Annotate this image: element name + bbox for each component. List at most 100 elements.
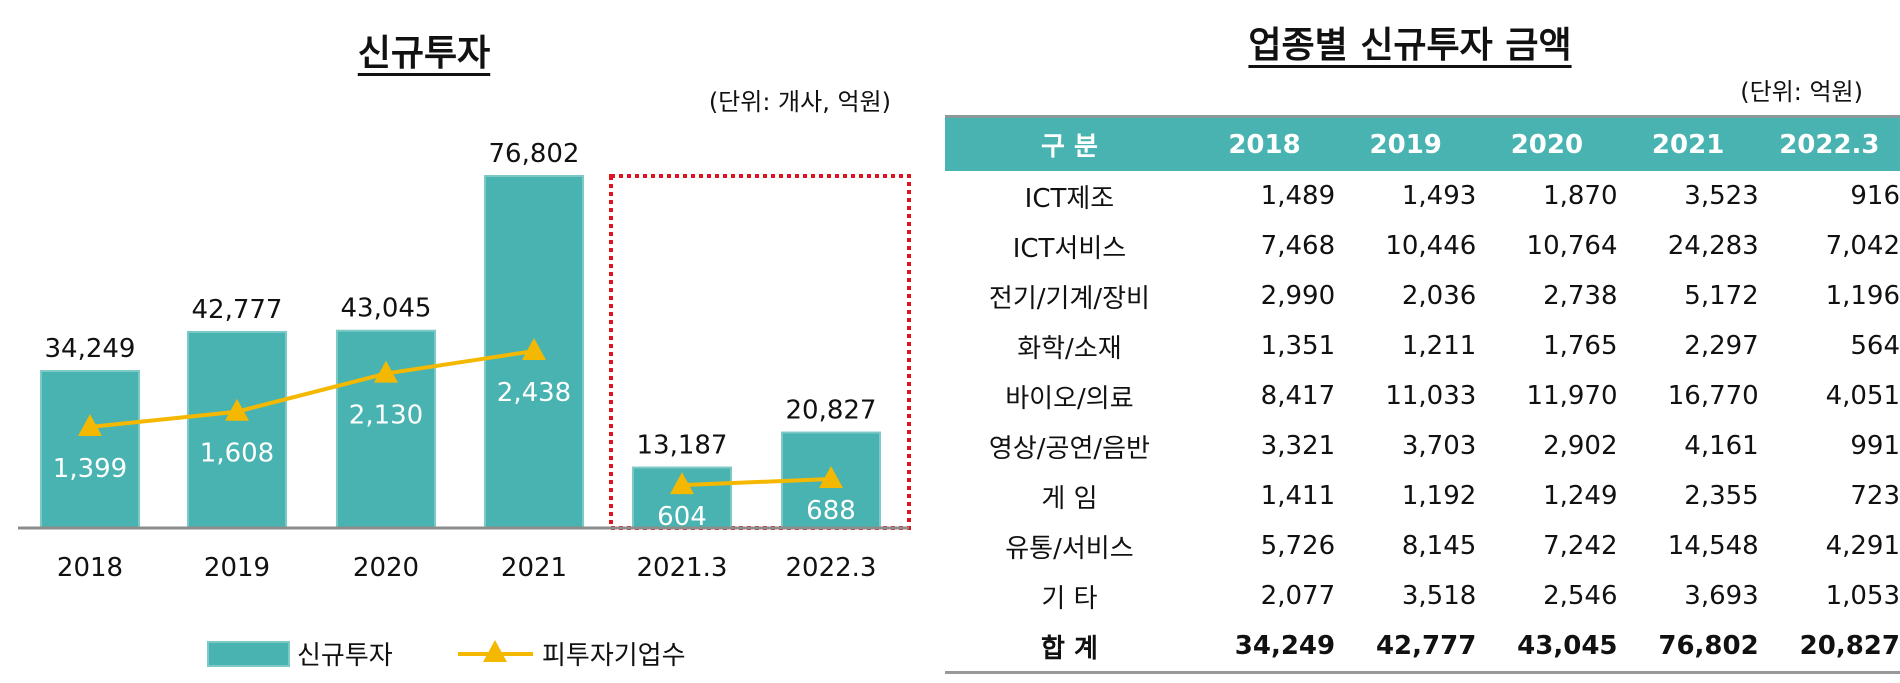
bar-2018 (40, 370, 140, 529)
table-row: 바이오/의료 8,417 11,033 11,970 16,770 4,051 (945, 371, 1900, 421)
row-label: 게 임 (1041, 483, 1098, 514)
cell-value: 3,703 (1401, 431, 1477, 461)
line-segment (385, 349, 535, 376)
legend-triangle-icon (483, 640, 507, 662)
legend-bar-label: 신규투자 (297, 641, 393, 671)
cell-value: 20,827 (1758, 621, 1900, 674)
column-header: 2022.3 (1758, 115, 1900, 171)
row-label: 기 타 (1041, 583, 1098, 614)
highlight-box (609, 174, 911, 530)
x-tick-label: 2019 (204, 553, 270, 583)
cell-value: 916 (1850, 181, 1900, 211)
cell-value: 7,242 (1543, 531, 1618, 561)
table-row: 기 타 2,077 3,518 2,546 3,693 1,053 (945, 571, 1900, 621)
line-segment (89, 409, 238, 429)
cell-value: 8,417 (1260, 381, 1336, 411)
table-title: 업종별 신규투자 금액 (1248, 25, 1572, 66)
bar-value-label: 42,777 (192, 295, 283, 325)
cell-value: 1,196 (1825, 281, 1900, 311)
table-row: ICT서비스 7,468 10,446 10,764 24,283 7,042 (945, 221, 1900, 271)
cell-value: 4,051 (1825, 381, 1900, 411)
row-label: 합 계 (945, 621, 1194, 674)
cell-value: 1,870 (1543, 181, 1618, 211)
line-value-label: 2,438 (497, 378, 571, 408)
cell-value: 7,042 (1825, 231, 1900, 261)
cell-value: 11,970 (1526, 381, 1618, 411)
row-label: 바이오/의료 (1005, 383, 1134, 414)
cell-value: 1,765 (1543, 331, 1618, 361)
cell-value: 8,145 (1401, 531, 1477, 561)
cell-value: 10,446 (1385, 231, 1477, 261)
line-segment (681, 476, 832, 488)
line-marker-triangle (78, 414, 102, 436)
cell-value: 2,902 (1543, 431, 1618, 461)
cell-value: 5,726 (1260, 531, 1336, 561)
column-header: 2019 (1335, 115, 1477, 171)
cell-value: 991 (1850, 431, 1900, 461)
cell-value: 5,172 (1684, 281, 1759, 311)
cell-value: 11,033 (1385, 381, 1477, 411)
cell-value: 3,518 (1401, 581, 1477, 611)
cell-value: 1,411 (1260, 481, 1336, 511)
line-value-label: 2,130 (349, 401, 423, 431)
cell-value: 1,211 (1401, 331, 1477, 361)
chart-unit-label: (단위: 개사, 억원) (708, 88, 891, 116)
cell-value: 1,493 (1401, 181, 1477, 211)
cell-value: 564 (1850, 331, 1900, 361)
column-header: 2021 (1617, 115, 1759, 171)
chart-title: 신규투자 (357, 33, 491, 74)
cell-value: 34,249 (1193, 621, 1336, 674)
bar-value-label: 13,187 (637, 431, 728, 461)
cell-value: 2,355 (1684, 481, 1759, 511)
table-row: 영상/공연/음반 3,321 3,703 2,902 4,161 991 (945, 421, 1900, 471)
x-tick-label: 2020 (353, 553, 419, 583)
row-label: ICT서비스 (1012, 233, 1127, 264)
table-unit-label: (단위: 억원) (1740, 78, 1863, 106)
cell-value: 3,321 (1260, 431, 1336, 461)
row-label: 화학/소재 (1017, 333, 1122, 364)
cell-value: 1,249 (1543, 481, 1618, 511)
line-marker-triangle (225, 398, 249, 421)
cell-value: 4,291 (1825, 531, 1900, 561)
line-marker-triangle (522, 338, 546, 361)
table-row: ICT제조 1,489 1,493 1,870 3,523 916 (945, 171, 1900, 221)
cell-value: 1,351 (1260, 331, 1336, 361)
cell-value: 723 (1850, 481, 1900, 511)
x-tick-label: 2021 (501, 553, 567, 583)
bar-2019 (187, 330, 287, 529)
table-row: 유통/서비스 5,726 8,145 7,242 14,548 4,291 (945, 521, 1900, 571)
x-tick-label: 2021.3 (637, 553, 728, 583)
cell-value: 43,045 (1476, 621, 1618, 674)
column-header: 2020 (1476, 115, 1618, 171)
cell-value: 3,693 (1684, 581, 1759, 611)
cell-value: 2,036 (1401, 281, 1477, 311)
cell-value: 4,161 (1684, 431, 1759, 461)
cell-value: 2,546 (1543, 581, 1618, 611)
line-marker-triangle (819, 465, 843, 488)
table-header-row: 구 분 2018 2019 2020 2021 2022.3 (945, 115, 1900, 171)
x-tick-label: 2018 (57, 553, 123, 583)
cell-value: 1,489 (1260, 181, 1336, 211)
industry-investment-table: 구 분 2018 2019 2020 2021 2022.3 ICT제조 1,489 1,49… (945, 115, 1900, 674)
x-tick-label: 2022.3 (786, 553, 877, 583)
line-value-label: 1,399 (53, 454, 127, 484)
line-value-label: 688 (806, 496, 856, 526)
table-row: 화학/소재 1,351 1,211 1,765 2,297 564 (945, 321, 1900, 371)
line-marker-triangle (374, 360, 398, 383)
cell-value: 1,053 (1825, 581, 1900, 611)
legend-line-label: 피투자기업수 (542, 641, 686, 671)
table-row: 게 임 1,411 1,192 1,249 2,355 723 (945, 471, 1900, 521)
cell-value: 2,077 (1260, 581, 1336, 611)
bar-value-label: 20,827 (786, 396, 877, 426)
line-segment (236, 371, 387, 414)
cell-value: 1,192 (1401, 481, 1477, 511)
bar-value-label: 43,045 (341, 294, 432, 324)
cell-value: 16,770 (1667, 381, 1759, 411)
row-label: 영상/공연/음반 (988, 433, 1150, 464)
cell-value: 42,777 (1335, 621, 1477, 674)
bar-value-label: 34,249 (45, 334, 136, 364)
row-label: 유통/서비스 (1005, 533, 1134, 564)
cell-value: 24,283 (1667, 231, 1759, 261)
legend-bar-swatch (207, 641, 290, 667)
bar-value-label: 76,802 (489, 139, 580, 169)
